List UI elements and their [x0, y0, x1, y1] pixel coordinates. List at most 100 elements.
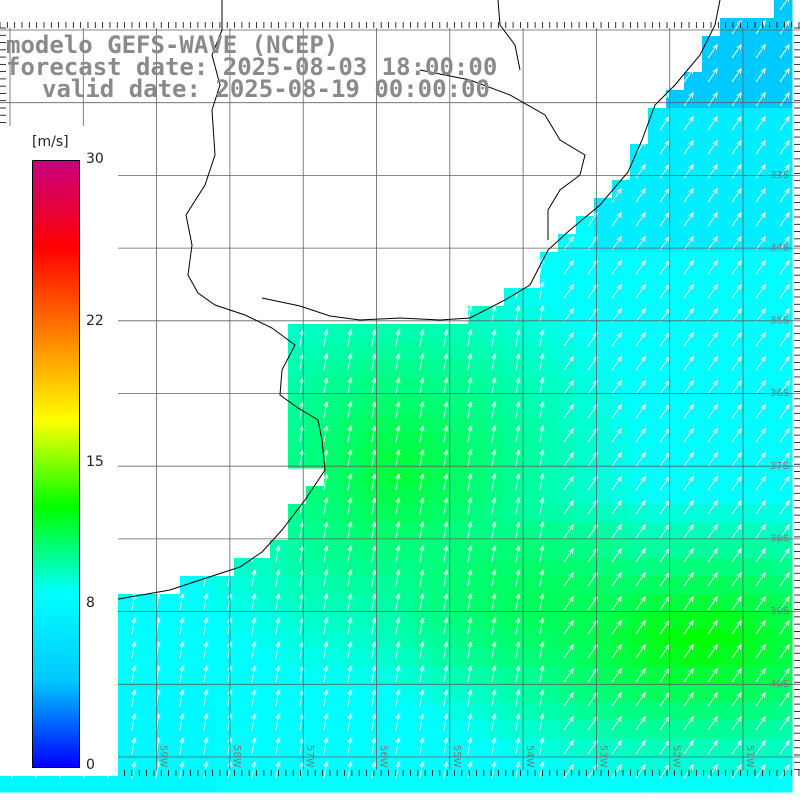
wind-arrow [683, 308, 694, 323]
wind-arrow [707, 620, 718, 635]
field-cell [414, 666, 433, 685]
field-cell [558, 648, 577, 667]
field-cell [648, 666, 667, 685]
field-cell [630, 216, 649, 235]
field-cell [594, 216, 613, 235]
field-cell [648, 252, 667, 271]
wind-arrow [755, 644, 766, 659]
wind-arrow [731, 692, 742, 707]
wind-arrow [731, 188, 742, 203]
field-cell [306, 558, 325, 577]
wind-arrow [755, 548, 766, 563]
field-cell [540, 594, 559, 613]
wind-arrow [347, 449, 353, 467]
field-cell [486, 774, 505, 793]
wind-arrow [683, 716, 694, 731]
field-cell [612, 774, 631, 793]
wind-arrow [131, 665, 137, 683]
wind-arrow [683, 668, 694, 683]
field-cell [468, 396, 487, 415]
field-cell [540, 576, 559, 595]
field-cell [666, 558, 685, 577]
field-cell [684, 378, 703, 397]
field-cell [522, 288, 541, 307]
field-cell [720, 486, 739, 505]
field-cell [234, 576, 253, 595]
field-cell [234, 684, 253, 703]
field-cell [612, 522, 631, 541]
field-cell [594, 252, 613, 271]
field-cell [720, 234, 739, 253]
field-cell [612, 450, 631, 469]
field-cell [576, 756, 595, 775]
field-cell [414, 774, 433, 793]
field-cell [414, 594, 433, 613]
field-cell [648, 234, 667, 253]
field-cell [522, 720, 541, 739]
field-cell [702, 324, 721, 343]
wind-arrow [515, 689, 521, 707]
wind-arrow [491, 449, 497, 467]
wind-arrow [611, 356, 622, 371]
wind-arrow [563, 740, 574, 755]
wind-arrow [443, 377, 449, 395]
field-cell [450, 342, 469, 361]
field-cell [630, 234, 649, 253]
wind-arrow [539, 689, 545, 707]
wind-arrow [467, 593, 473, 611]
wind-arrow [467, 689, 473, 707]
wind-arrow [611, 524, 622, 539]
field-cell [126, 666, 145, 685]
field-cell [594, 414, 613, 433]
wind-arrow [731, 212, 742, 227]
field-cell [576, 396, 595, 415]
wind-arrow [563, 692, 574, 707]
field-cell [432, 774, 451, 793]
field-cell [558, 504, 577, 523]
wind-arrow [755, 188, 766, 203]
field-cell [378, 378, 397, 397]
wind-arrow [515, 569, 521, 587]
field-cell [198, 648, 217, 667]
field-cell [630, 324, 649, 343]
wind-arrow [371, 713, 377, 731]
field-cell [234, 558, 253, 577]
wind-arrow [731, 548, 742, 563]
wind-arrow [659, 596, 670, 611]
wind-arrow [563, 308, 574, 323]
wind-arrow [611, 572, 622, 587]
field-cell [252, 666, 271, 685]
field-cell [450, 360, 469, 379]
wind-arrow [659, 764, 670, 779]
wind-arrow [515, 713, 521, 731]
field-cell [720, 594, 739, 613]
field-cell [684, 450, 703, 469]
field-cell [306, 360, 325, 379]
wind-arrow [755, 428, 766, 443]
field-cell [522, 504, 541, 523]
field-cell [324, 504, 343, 523]
field-cell [774, 108, 793, 127]
field-cell [666, 468, 685, 487]
wind-arrow [683, 692, 694, 707]
field-cell [594, 198, 613, 217]
field-cell [648, 144, 667, 163]
field-cell [594, 540, 613, 559]
field-cell [540, 756, 559, 775]
field-cell [720, 306, 739, 325]
field-cell [324, 594, 343, 613]
field-cell [702, 756, 721, 775]
field-cell [612, 288, 631, 307]
wind-arrow [659, 284, 670, 299]
wind-arrow [683, 332, 694, 347]
field-cell [504, 648, 523, 667]
field-cell [630, 360, 649, 379]
longitude-label: 58W [231, 745, 242, 768]
field-cell [558, 288, 577, 307]
field-cell [360, 720, 379, 739]
wind-arrow [635, 164, 646, 179]
field-cell [468, 594, 487, 613]
wind-arrow [707, 428, 718, 443]
latitude-label: 39S [770, 606, 789, 617]
field-cell [198, 630, 217, 649]
